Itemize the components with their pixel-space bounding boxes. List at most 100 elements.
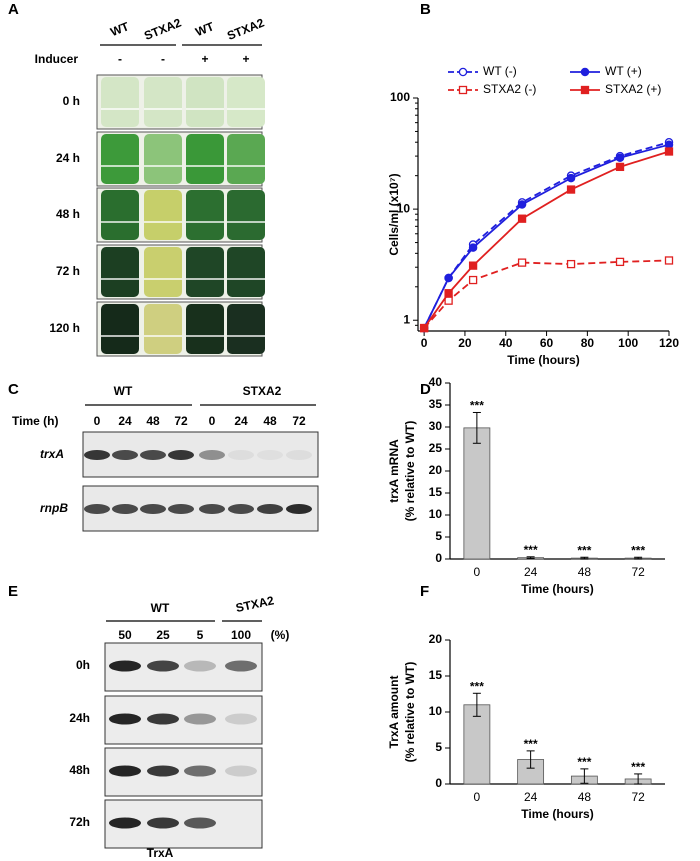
x-tick-label: 80 [581,336,595,350]
band [112,450,138,460]
y-tick-label: 0 [435,551,442,565]
legend-marker [458,67,468,77]
y-tick-label: 20 [429,632,443,646]
marker [468,275,478,285]
x-tick-label: 72 [631,565,645,579]
x-axis-label: Time (hours) [507,353,579,367]
tube [144,247,182,297]
marker [444,289,453,298]
marker [664,256,674,265]
band [184,765,216,777]
marker [566,185,576,194]
significance: *** [470,399,484,413]
marker [615,257,625,267]
blot-label: trxA [40,447,64,461]
y-axis-label: trxA mRNA [387,439,401,503]
inducer-sign: + [201,52,208,66]
significance: *** [470,679,484,693]
significance: *** [631,760,645,774]
tube [101,247,139,297]
tube [144,134,182,184]
x-axis-label: Time (hours) [521,807,593,821]
band [168,450,194,460]
x-tick-label: 24 [524,790,538,804]
x-tick-label: 24 [524,565,538,579]
tube [144,190,182,240]
band [84,504,110,514]
lane-label: 48 [146,414,160,428]
y-tick-label: 25 [429,441,443,455]
marker [517,258,527,267]
lane-label: 72 [292,414,306,428]
band [184,713,216,725]
band [199,504,225,514]
inducer-label: Inducer [35,52,79,66]
marker [566,173,576,183]
y-axis-label: (% relative to WT) [403,662,417,763]
blot-label: 0h [76,658,90,672]
legend-label: WT (+) [605,64,642,78]
lane-label: 24 [118,414,132,428]
row-label: 0 h [63,94,80,108]
legend-marker [458,85,468,95]
marker [615,153,625,162]
series-line [423,141,670,329]
lane-label: 24 [234,414,248,428]
blot-label: 72h [69,815,90,829]
lane-label: 100 [231,628,251,642]
x-tick-label: 120 [659,336,679,350]
lane-label: 25 [156,628,170,642]
row-label: 72 h [56,264,80,278]
panel-letter: B [420,1,431,18]
band [286,450,312,460]
column-header: STXA2 [142,15,183,43]
tube [144,77,182,127]
band [147,713,179,725]
tube [227,190,265,240]
protein-label: TrxA [147,846,174,860]
tube [186,304,224,354]
band [184,817,216,829]
band [147,660,179,672]
band [228,450,254,460]
tube [227,247,265,297]
tube [227,77,265,127]
bar [463,427,491,560]
tube [101,77,139,127]
group-label: WT [151,601,170,615]
percent-unit: (%) [271,628,290,642]
band [109,713,141,725]
band [109,660,141,672]
band [225,765,257,777]
band [112,504,138,514]
y-axis-label: TrxA amount [387,676,401,749]
x-tick-label: 72 [631,790,645,804]
group-label: WT [114,384,133,398]
blot-label: rnpB [40,501,68,515]
band [184,660,216,672]
tube [227,134,265,184]
band [109,817,141,829]
band [109,765,141,777]
x-tick-label: 0 [421,336,428,350]
marker [615,162,625,172]
x-tick-label: 0 [474,790,481,804]
tube [101,190,139,240]
y-tick-label: 10 [397,201,411,215]
y-tick-label: 15 [429,485,443,499]
series-line [423,259,670,329]
band [257,504,283,514]
legend-marker [580,85,590,95]
marker [566,259,576,269]
group-label: STXA2 [234,593,275,615]
lane-label: 0 [209,414,216,428]
legend-label: STXA2 (-) [483,82,536,96]
marker [419,323,429,333]
lane-label: 50 [118,628,132,642]
y-tick-label: 40 [429,375,443,389]
y-tick-label: 30 [429,419,443,433]
blot-label: 48h [69,763,90,777]
time-label: Time (h) [12,414,58,428]
x-tick-label: 20 [458,336,472,350]
significance: *** [524,543,538,557]
